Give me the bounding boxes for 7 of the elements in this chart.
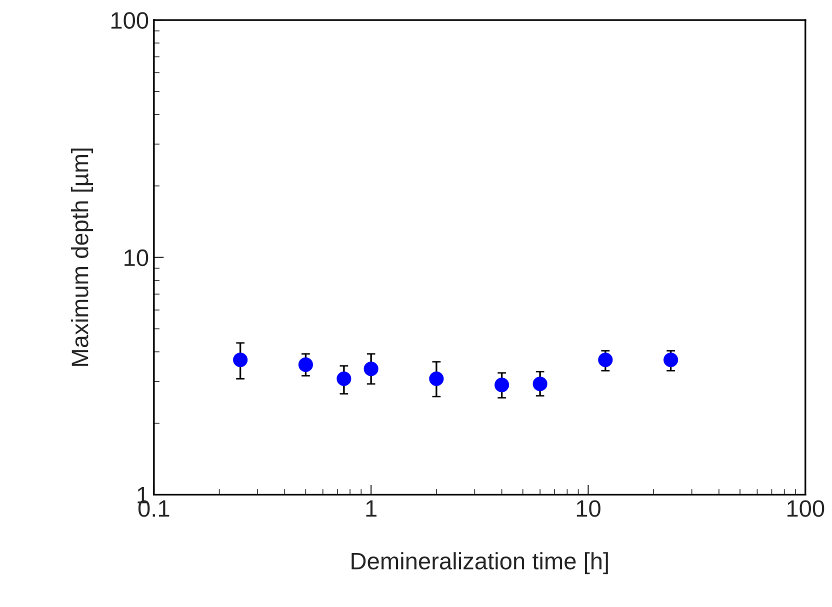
- x-tick-label: 100: [787, 500, 824, 517]
- x-axis-title: Demineralization time [h]: [352, 552, 608, 574]
- x-tick-label: 1: [366, 500, 376, 517]
- y-tick-label: 100: [111, 12, 148, 29]
- y-tick-label: 10: [124, 249, 148, 266]
- x-tick-label: 10: [576, 500, 600, 517]
- y-axis-title: Maximum depth [µm]: [70, 148, 93, 366]
